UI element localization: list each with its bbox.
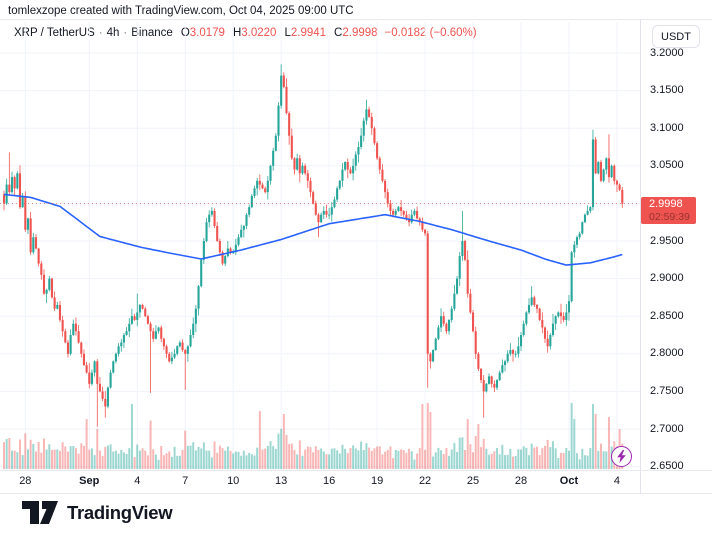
price-tick-label: 3.0500 [650,159,684,172]
time-tick-label: 16 [323,475,336,487]
change-value: −0.0182 (−0.60%) [384,27,477,39]
price-tick-label: 3.2000 [650,46,684,59]
symbol-title[interactable]: XRP / TetherUS [14,27,95,39]
time-tick-label: 13 [275,475,288,487]
widget-bottom-divider [0,493,712,494]
grid-lines [0,22,640,470]
chart-legend: XRP / TetherUS·4h·BinanceO3.0179H3.0220L… [14,27,477,39]
candlestick-series [2,64,624,427]
price-tick-label: 2.8000 [650,347,684,360]
time-tick-label: 19 [370,475,384,487]
time-axis-divider [0,470,712,471]
last-price-value: 2.9998 [649,197,683,210]
high-value: 3.0220 [241,27,277,39]
price-tick-label: 3.1500 [650,84,684,97]
time-tick-label: 25 [466,475,480,487]
price-tick-label: 2.9000 [650,272,684,285]
low-label: L [284,27,291,39]
price-tick-label: 2.9500 [650,234,684,247]
price-tick-label: 3.1000 [650,121,684,134]
legend-separator: · [98,27,103,39]
time-tick-label: Sep [79,475,100,487]
last-price-label: 2.9998 02:59:39 [641,196,696,224]
ma-line [3,193,623,266]
price-tick-label: 2.6500 [650,460,684,473]
instant-chart-button[interactable] [611,446,632,467]
exchange-label: Binance [131,27,173,39]
high-label: H [232,27,242,39]
currency-toggle-button[interactable]: USDT [652,25,700,48]
close-value: 2.9998 [342,27,378,39]
time-tick-label: 22 [418,475,432,487]
header-divider [0,19,712,20]
open-value: 3.0179 [189,27,225,39]
price-tick-label: 2.7000 [650,422,684,435]
time-tick-label: 7 [182,475,189,487]
time-axis[interactable]: 28 Sep 4 7 10 13 16 19 22 25 28 Oct 4 [0,470,640,493]
price-tick-label: 2.7500 [650,384,684,397]
time-tick-label: Oct [559,475,579,487]
close-label: C [334,27,343,39]
attribution-text: tomlexzope created with TradingView.com,… [8,5,354,17]
tradingview-logo[interactable]: TradingView [22,501,173,524]
volume-bars [3,403,624,469]
time-tick-label: 28 [514,475,528,487]
time-tick-label: 28 [19,475,32,487]
interval-label[interactable]: 4h [106,27,120,39]
legend-separator: · [123,27,128,39]
tradingview-logo-text: TradingView [67,501,173,523]
time-tick-label: 4 [134,475,141,487]
time-tick-label: 10 [227,475,240,487]
price-axis-divider [640,20,641,493]
price-axis[interactable]: 3.2000 3.1500 3.1000 3.0500 2.9500 2.9000 2.85… [641,20,712,473]
price-tick-label: 2.8500 [650,309,684,322]
bar-countdown: 02:59:39 [649,210,690,223]
tradingview-logo-mark [22,501,58,524]
low-value: 2.9941 [290,27,327,39]
lightning-icon [617,450,626,463]
time-tick-label: 4 [613,475,620,487]
